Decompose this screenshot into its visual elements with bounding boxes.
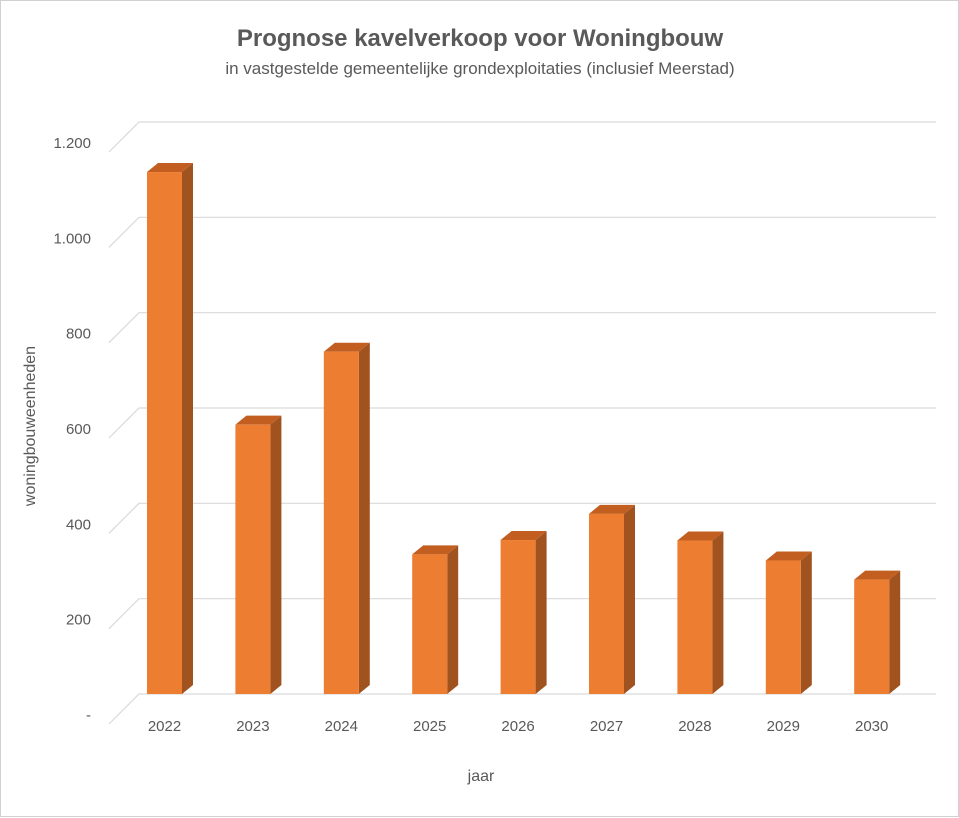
bar-top <box>147 163 193 173</box>
bar-front <box>323 351 359 694</box>
bar-top <box>235 415 282 425</box>
bars <box>147 163 901 695</box>
bar <box>323 342 370 694</box>
x-tick-label: 2027 <box>590 718 623 735</box>
gridline <box>108 693 936 725</box>
x-tick-label: 2025 <box>413 718 446 735</box>
bar-top <box>500 531 547 541</box>
gridline <box>108 407 936 439</box>
y-tick-label: - <box>86 707 91 724</box>
y-tick-label: 800 <box>66 326 91 343</box>
bar-side <box>889 570 901 694</box>
bar-top <box>589 504 635 514</box>
bar-top <box>854 570 901 580</box>
gridline <box>108 598 936 630</box>
bar-top <box>323 342 370 352</box>
bar <box>854 570 901 694</box>
x-tick-label: 2028 <box>678 718 711 735</box>
bar-side <box>270 415 282 694</box>
bar-side <box>800 551 812 694</box>
x-tick-label: 2029 <box>767 718 800 735</box>
x-axis-ticks: 2022 2023 2024 2025 2026 2027 2028 2029 2030 <box>148 718 889 735</box>
gridline <box>108 502 936 534</box>
x-tick-label: 2022 <box>148 718 181 735</box>
y-tick-label: 200 <box>66 612 91 629</box>
bar <box>765 551 812 694</box>
bar <box>412 545 459 694</box>
y-tick-label: 600 <box>66 421 91 438</box>
gridlines <box>108 121 936 725</box>
bar-front <box>589 513 624 694</box>
chart-title: Prognose kavelverkoop voor Woningbouw <box>237 25 724 52</box>
x-tick-label: 2030 <box>855 718 888 735</box>
x-tick-label: 2026 <box>501 718 534 735</box>
bar-side <box>447 545 459 694</box>
bar-side <box>182 163 193 695</box>
bar-top <box>677 531 724 541</box>
bar-front <box>147 172 182 695</box>
bar-front <box>854 579 890 694</box>
bar <box>235 415 282 694</box>
bar-side <box>712 531 724 694</box>
bar-top <box>412 545 459 555</box>
bar-front <box>500 540 536 694</box>
bar-front <box>235 424 271 694</box>
bar-front <box>765 560 801 694</box>
bar-side <box>624 504 635 694</box>
x-axis-title: jaar <box>467 768 495 785</box>
y-axis-ticks: - 200 400 600 800 1.000 1.200 <box>53 135 91 724</box>
bar-front <box>412 554 448 694</box>
x-tick-label: 2024 <box>325 718 358 735</box>
bar-front <box>677 540 713 694</box>
gridline <box>108 216 936 248</box>
y-tick-label: 1.000 <box>53 230 91 247</box>
bar <box>677 531 724 694</box>
gridline <box>108 121 936 153</box>
bar <box>589 504 635 694</box>
y-tick-label: 1.200 <box>53 135 91 152</box>
bar-side <box>358 342 370 694</box>
chart-subtitle: in vastgestelde gemeentelijke grondexplo… <box>225 59 734 78</box>
gridline <box>108 312 936 344</box>
bar-side <box>535 531 547 694</box>
bar <box>147 163 193 695</box>
y-tick-label: 400 <box>66 516 91 533</box>
x-tick-label: 2023 <box>236 718 269 735</box>
y-axis-title: woningbouweenheden <box>22 346 39 507</box>
bar <box>500 531 547 694</box>
bar-top <box>765 551 812 561</box>
